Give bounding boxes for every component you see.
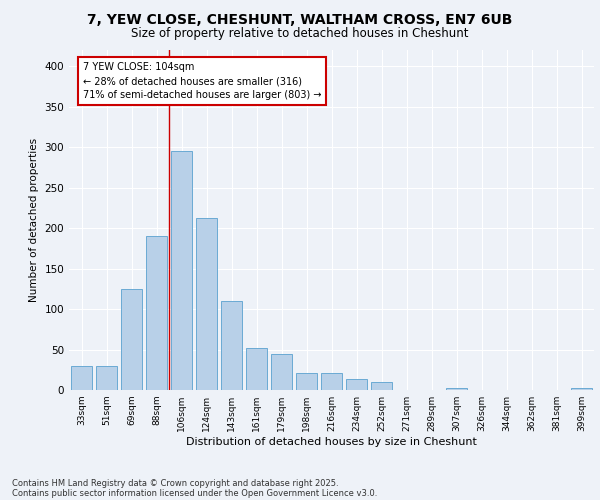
- Bar: [446, 388, 467, 390]
- Bar: [346, 378, 367, 390]
- Bar: [196, 218, 217, 390]
- Text: Contains public sector information licensed under the Open Government Licence v3: Contains public sector information licen…: [12, 488, 377, 498]
- Bar: [71, 366, 92, 390]
- Bar: [321, 373, 342, 390]
- Bar: [571, 388, 592, 390]
- Bar: [246, 348, 267, 390]
- Bar: [121, 289, 142, 390]
- Y-axis label: Number of detached properties: Number of detached properties: [29, 138, 39, 302]
- Text: 7, YEW CLOSE, CHESHUNT, WALTHAM CROSS, EN7 6UB: 7, YEW CLOSE, CHESHUNT, WALTHAM CROSS, E…: [88, 12, 512, 26]
- Bar: [171, 151, 192, 390]
- Text: Contains HM Land Registry data © Crown copyright and database right 2025.: Contains HM Land Registry data © Crown c…: [12, 478, 338, 488]
- Text: Size of property relative to detached houses in Cheshunt: Size of property relative to detached ho…: [131, 28, 469, 40]
- Bar: [221, 301, 242, 390]
- Bar: [271, 354, 292, 390]
- Text: 7 YEW CLOSE: 104sqm
← 28% of detached houses are smaller (316)
71% of semi-detac: 7 YEW CLOSE: 104sqm ← 28% of detached ho…: [83, 62, 321, 100]
- Bar: [296, 373, 317, 390]
- Bar: [146, 236, 167, 390]
- X-axis label: Distribution of detached houses by size in Cheshunt: Distribution of detached houses by size …: [186, 437, 477, 447]
- Bar: [371, 382, 392, 390]
- Bar: [96, 366, 117, 390]
